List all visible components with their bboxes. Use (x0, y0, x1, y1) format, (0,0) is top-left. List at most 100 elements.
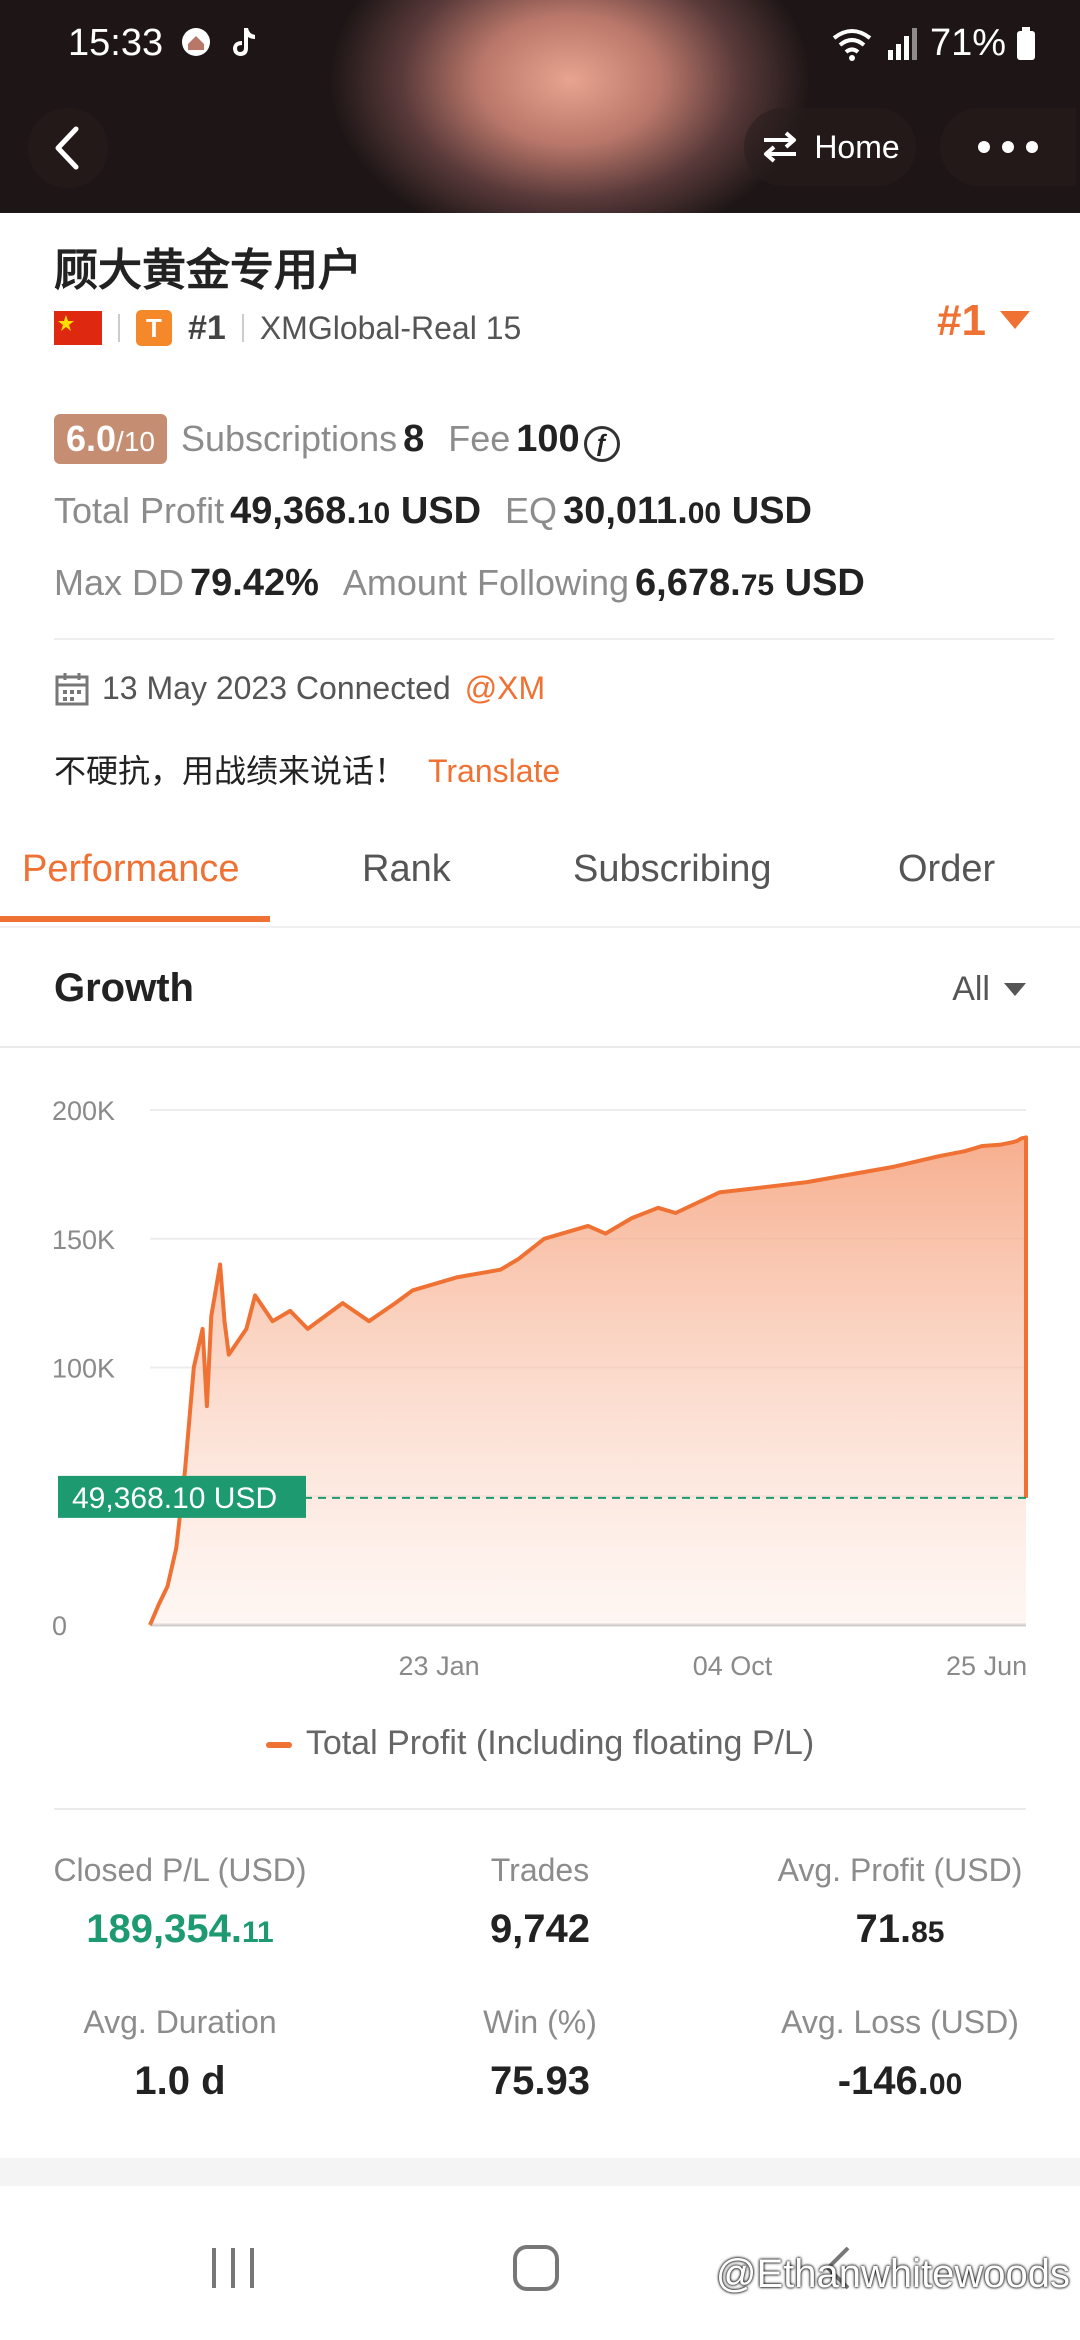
growth-title: Growth (54, 966, 194, 1010)
back-arrow-icon (55, 126, 79, 170)
tier-badge: T (136, 310, 172, 346)
amount-following-label: Amount Following (342, 562, 630, 603)
more-dots-icon (978, 141, 1038, 153)
home-notification-icon (182, 28, 210, 56)
calendar-icon (55, 672, 89, 705)
eq-unit: USD (731, 490, 812, 532)
back-button[interactable] (28, 108, 108, 188)
battery-icon (1017, 26, 1035, 60)
stat-label: Trades (490, 1852, 590, 1888)
fee-coin-icon: ƒ (583, 426, 620, 462)
stat-value-int: -146. (837, 2059, 929, 2103)
amount-following-int: 6,678. (635, 562, 741, 604)
stat-value-int: 71. (855, 1907, 912, 1951)
dropdown-caret-icon (1004, 982, 1026, 996)
x-tick-label: 23 Jan (399, 1651, 480, 1681)
eq-label: EQ (505, 490, 558, 531)
tier-rank: #1 (188, 308, 226, 347)
drawdown-row: Max DD 79.42% Amount Following 6,678.75 … (54, 562, 889, 605)
server-name: XMGlobal-Real 15 (259, 309, 522, 346)
stat-value: 189,354.11 (0, 1907, 360, 1952)
tab-subscribing[interactable]: Subscribing (573, 848, 772, 890)
tab-rank[interactable]: Rank (362, 848, 451, 890)
rank-dropdown[interactable]: #1 (937, 296, 1030, 346)
growth-header: Growth All (0, 928, 1080, 1048)
home-nav-icon[interactable] (512, 2244, 560, 2292)
tab-performance[interactable]: Performance (22, 848, 240, 890)
home-button[interactable]: Home (744, 108, 916, 186)
amount-following-unit: USD (784, 562, 865, 604)
wifi-icon (832, 28, 872, 61)
score-badge: 6.0/10 (54, 414, 167, 464)
y-tick-label: 150K (52, 1225, 115, 1255)
growth-chart-svg: 200K 150K 100K 0 23 Jan 04 Oct 25 Jun 49,368.… (52, 1096, 1028, 1681)
eq-int: 30,011. (563, 490, 688, 532)
tab-order[interactable]: Order (898, 848, 996, 890)
stat-value-int: 9,742 (489, 1907, 591, 1951)
x-tick-label: 25 Jun (946, 1651, 1027, 1681)
total-profit-int: 49,368. (230, 490, 357, 532)
stat-value-int: 189,354. (86, 1907, 242, 1951)
recent-apps-icon[interactable] (210, 2246, 256, 2290)
chart-area-fill (150, 1137, 1026, 1625)
back-nav-icon[interactable] (820, 2244, 854, 2292)
total-profit-label: Total Profit (54, 490, 225, 531)
more-button[interactable] (940, 108, 1076, 186)
legend-swatch (265, 1742, 292, 1749)
max-dd-value: 79.42% (190, 562, 319, 604)
stat-label: Avg. Duration (83, 2004, 277, 2040)
legend-label: Total Profit (Including floating P/L) (305, 1724, 815, 1762)
translate-link[interactable]: Translate (428, 753, 561, 789)
stat-value: -146.00 (720, 2059, 1080, 2104)
fee-value: 100 (516, 418, 580, 460)
profit-row: Total Profit 49,368.10 USD EQ 30,011.00 … (54, 490, 836, 533)
broker-link[interactable]: @XM (464, 670, 546, 706)
score-denominator: /10 (116, 426, 155, 457)
swap-icon (764, 131, 797, 163)
divider (54, 638, 1054, 640)
dropdown-caret-icon (1000, 311, 1030, 329)
stat-closed-pl: Closed P/L (USD) 189,354.11 (0, 1852, 360, 1952)
stat-label: Win (%) (483, 2004, 597, 2040)
current-profit-tag-label: 49,368.10 USD (72, 1482, 277, 1515)
stat-avg-duration: Avg. Duration 1.0 d (0, 2004, 360, 2104)
stat-label: Avg. Loss (USD) (781, 2004, 1019, 2040)
current-profit-tag-bg (58, 1475, 306, 1518)
stat-value-dec: 85 (911, 1916, 945, 1949)
status-notification-icons (178, 24, 260, 60)
meta-separator (118, 314, 120, 342)
header: 15:33 71% (0, 0, 1080, 213)
chart-legend: Total Profit (Including floating P/L) (0, 1724, 1080, 1763)
stat-value: 75.93 (360, 2059, 720, 2104)
watermark: @Ethanwhitewoods (715, 2252, 1070, 2296)
stat-value: 9,742 (360, 1907, 720, 1952)
active-tab-indicator (0, 916, 270, 922)
subscriptions-label: Subscriptions (180, 418, 398, 459)
eq-dec: 00 (687, 497, 722, 530)
stat-value-int: 75.93 (489, 2059, 591, 2103)
stat-value-dec: 00 (928, 2068, 963, 2101)
stat-value-int: 1.0 d (134, 2059, 226, 2103)
x-tick-label: 04 Oct (693, 1651, 773, 1681)
growth-chart[interactable]: 200K 150K 100K 0 23 Jan 04 Oct 25 Jun 49,368.… (0, 1060, 1080, 1780)
growth-filter-dropdown[interactable]: All (952, 970, 1026, 1009)
stat-trades: Trades 9,742 (360, 1852, 720, 1952)
stat-avg-loss: Avg. Loss (USD) -146.00 (720, 2004, 1080, 2104)
connected-text: 13 May 2023 Connected (102, 670, 451, 706)
y-tick-label: 100K (52, 1354, 115, 1384)
total-profit-dec: 10 (356, 497, 391, 530)
amount-following-value: 6,678.75 USD (635, 562, 865, 605)
stat-value: 71.85 (720, 1907, 1080, 1952)
stat-value: 1.0 d (0, 2059, 360, 2104)
y-tick-label: 0 (52, 1611, 67, 1641)
current-profit-tag: 49,368.10 USD (58, 1475, 306, 1518)
rank-value: #1 (937, 296, 986, 345)
trader-meta: T #1 XMGlobal-Real 15 (54, 306, 521, 350)
trader-name: 顾大黄金专用户 (54, 246, 362, 295)
stat-value-dec: 11 (241, 1916, 274, 1949)
status-right: 71% (830, 22, 1036, 65)
eq-value: 30,011.00 USD (563, 490, 812, 533)
section-spacer (0, 2158, 1080, 2186)
total-profit-unit: USD (400, 490, 482, 532)
tiktok-icon (233, 28, 255, 56)
